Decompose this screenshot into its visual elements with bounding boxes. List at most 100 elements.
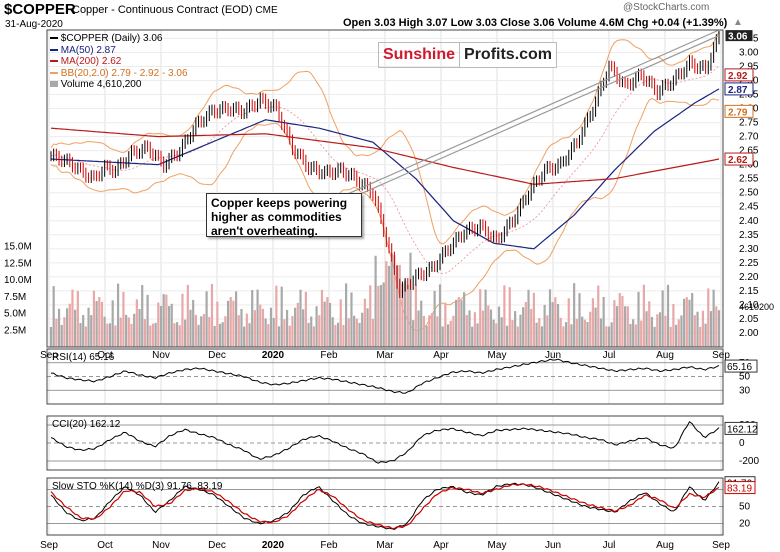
volume-bar: [527, 289, 530, 347]
y-tick-label: 2.70: [739, 132, 759, 143]
volume-bar: [374, 255, 377, 347]
volume-bar: [704, 323, 707, 347]
price-label-box: [724, 82, 754, 96]
legend-bb-label: BB(20,2.0) 2.79 - 2.92 - 3.06: [60, 67, 188, 79]
volume-bar: [116, 283, 120, 347]
volume-bar: [637, 291, 640, 347]
volume-bar: [90, 315, 93, 347]
x-tick-label-bottom: Sep: [40, 540, 58, 551]
rsi-tick-label: 30: [739, 385, 751, 396]
volume-bar: [680, 315, 683, 347]
volume-bar: [599, 318, 603, 347]
volume-bar: [173, 323, 176, 347]
volume-bar: [146, 294, 149, 347]
volume-bar: [468, 310, 471, 347]
moving-averages: [50, 88, 720, 250]
volume-bar: [159, 306, 163, 347]
y-tick-label: 2.30: [739, 244, 759, 255]
volume-bar: [377, 285, 380, 347]
volume-bar: [436, 316, 439, 347]
volume-bar: [108, 323, 112, 347]
volume-bar: [226, 300, 230, 347]
bollinger-bands: [50, 31, 720, 332]
volume-bar: [114, 325, 117, 347]
volume-bar: [414, 284, 417, 347]
volume-bar: [248, 323, 251, 347]
volume-bar: [369, 285, 372, 347]
volume-bar: [645, 311, 648, 347]
volume-bar: [382, 282, 385, 347]
x-tick-label-top: Jun: [545, 350, 561, 361]
volume-bar: [642, 284, 645, 347]
volume-bar: [345, 283, 348, 347]
y-tick-label: 2.25: [739, 258, 759, 269]
sunshine-profits-logo: Sunshine Profits.com: [378, 42, 558, 68]
volume-bar: [390, 253, 393, 347]
volume-bar: [709, 311, 713, 347]
volume-bar: [707, 288, 710, 347]
volume-bar: [484, 289, 487, 347]
y-tick-label: 2.35: [739, 230, 759, 241]
volume-bar: [618, 293, 621, 347]
volume-bar: [272, 317, 275, 347]
volume-bar: [420, 300, 423, 347]
volume-bar: [666, 284, 670, 347]
exchange-label: CME: [255, 5, 278, 16]
volume-bar: [55, 318, 58, 347]
volume-bar: [149, 325, 152, 347]
volume-bar: [699, 326, 702, 347]
y-tick-label: 3.00: [739, 47, 759, 58]
x-tick-label-top: Aug: [656, 350, 674, 361]
volume-bar: [334, 324, 337, 347]
volume-bar: [583, 319, 586, 347]
volume-bar: [167, 306, 171, 347]
volume-bar: [294, 307, 297, 347]
volume-bar: [540, 326, 544, 347]
volume-bar: [310, 316, 313, 347]
volume-bar: [221, 322, 224, 347]
volume-bar: [691, 293, 694, 347]
volume-bar: [594, 307, 597, 347]
volume-bar: [543, 304, 546, 347]
x-tick-label-bottom: May: [488, 540, 507, 551]
annotation-box: Copper keeps powering higher as commodit…: [206, 193, 362, 238]
volume-bar: [511, 319, 514, 347]
volume-bar: [291, 315, 294, 347]
legend-ma200: MA(200) 2.62: [50, 56, 188, 68]
volume-bar: [425, 325, 428, 347]
volume-bar: [385, 261, 388, 347]
volume-bar: [406, 284, 409, 347]
volume-bar: [661, 290, 664, 347]
annotation-line-2: higher as commodities: [211, 210, 342, 224]
rsi-title: RSI(14) 65.16: [52, 352, 115, 363]
volume-bar: [259, 304, 262, 347]
volume-bar: [669, 326, 672, 347]
volume-bar: [591, 298, 595, 347]
y-tick-label: 2.20: [739, 272, 759, 283]
volume-bar: [371, 318, 375, 347]
logo-left: Sunshine: [383, 46, 456, 63]
volume-bar: [178, 325, 181, 347]
volume-tick-label: 10.0M: [4, 275, 32, 286]
volume-bar: [548, 289, 552, 347]
cci-line: [50, 420, 720, 464]
volume-bar: [194, 314, 197, 347]
volume-bar: [264, 318, 267, 347]
volume-bar: [355, 318, 358, 347]
volume-bar: [175, 322, 179, 347]
volume-bar: [487, 305, 490, 347]
ma50-line: [50, 88, 720, 250]
legend-bb: BB(20,2.0) 2.79 - 2.92 - 3.06: [50, 68, 188, 80]
volume-bar: [318, 315, 321, 347]
volume-bar: [538, 317, 541, 347]
x-tick-label-top: Mar: [376, 350, 394, 361]
volume-bar: [454, 299, 458, 347]
legend: $COPPER (Daily) 3.06 MA(50) 2.87 MA(200)…: [50, 33, 188, 91]
volume-bar: [409, 252, 412, 347]
volume-bar: [277, 326, 281, 347]
volume-bar: [463, 292, 466, 347]
settings-icon[interactable]: ▲: [733, 17, 743, 28]
x-tick-label-bottom: Oct: [97, 540, 113, 551]
volume-bar: [650, 317, 654, 347]
x-tick-label-top: Sep: [712, 350, 730, 361]
